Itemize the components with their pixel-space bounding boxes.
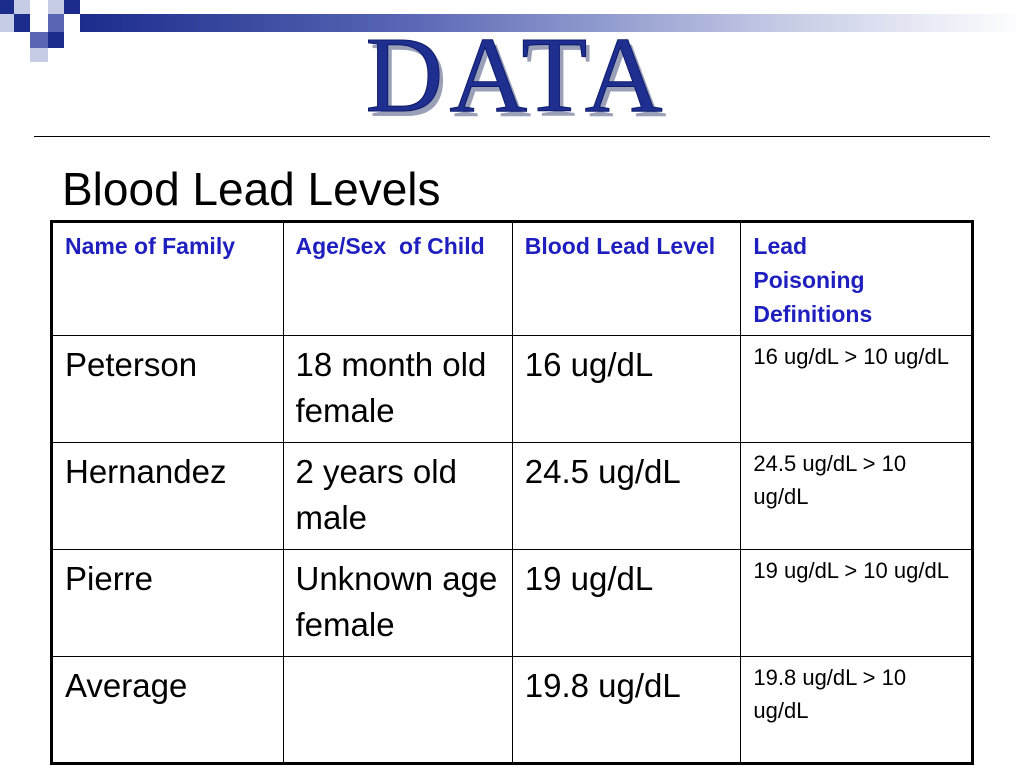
cell-blood-lead-level: 19 ug/dL (511, 549, 742, 657)
cell-age-sex (282, 656, 513, 764)
cell-definition: 19 ug/dL > 10 ug/dL (740, 549, 973, 657)
cell-blood-lead-level: 16 ug/dL (511, 335, 742, 443)
header-name-of-family: Name of Family (51, 221, 284, 336)
cell-age-sex: Unknown age female (282, 549, 513, 657)
cell-family: Pierre (51, 549, 284, 657)
decoration-square (48, 32, 64, 48)
cell-family: Hernandez (51, 442, 284, 550)
header-accent-bar (80, 14, 1024, 32)
header-blood-lead-level: Blood Lead Level (511, 221, 742, 336)
cell-definition: 24.5 ug/dL > 10 ug/dL (740, 442, 973, 550)
cell-age-sex: 2 years old male (282, 442, 513, 550)
decoration-square (48, 0, 64, 14)
blood-lead-table: Name of Family Age/Sex of Child Blood Le… (50, 220, 974, 765)
decoration-square (0, 0, 14, 14)
table-row: Peterson 18 month old female 16 ug/dL 16… (51, 335, 973, 443)
slide-title: DATA (365, 16, 669, 135)
table-row: Hernandez 2 years old male 24.5 ug/dL 24… (51, 442, 973, 550)
decoration-square (30, 48, 48, 62)
table-header-row: Name of Family Age/Sex of Child Blood Le… (51, 221, 973, 336)
decoration-square (14, 0, 30, 14)
cell-blood-lead-level: 24.5 ug/dL (511, 442, 742, 550)
cell-age-sex: 18 month old female (282, 335, 513, 443)
decoration-square (30, 32, 48, 48)
decoration-square (64, 0, 80, 14)
table-row: Average 19.8 ug/dL 19.8 ug/dL > 10 ug/dL (51, 656, 973, 764)
cell-blood-lead-level: 19.8 ug/dL (511, 656, 742, 764)
header-lead-poisoning-definitions: Lead Poisoning Definitions (740, 221, 973, 336)
decoration-square (0, 14, 14, 32)
cell-definition: 16 ug/dL > 10 ug/dL (740, 335, 973, 443)
title-divider (34, 136, 990, 137)
table-row: Pierre Unknown age female 19 ug/dL 19 ug… (51, 549, 973, 657)
decoration-square (14, 14, 30, 32)
header-age-sex: Age/Sex of Child (282, 221, 513, 336)
cell-definition: 19.8 ug/dL > 10 ug/dL (740, 656, 973, 764)
cell-family: Peterson (51, 335, 284, 443)
slide-subtitle: Blood Lead Levels (62, 163, 441, 215)
cell-family: Average (51, 656, 284, 764)
decoration-square (48, 14, 64, 32)
